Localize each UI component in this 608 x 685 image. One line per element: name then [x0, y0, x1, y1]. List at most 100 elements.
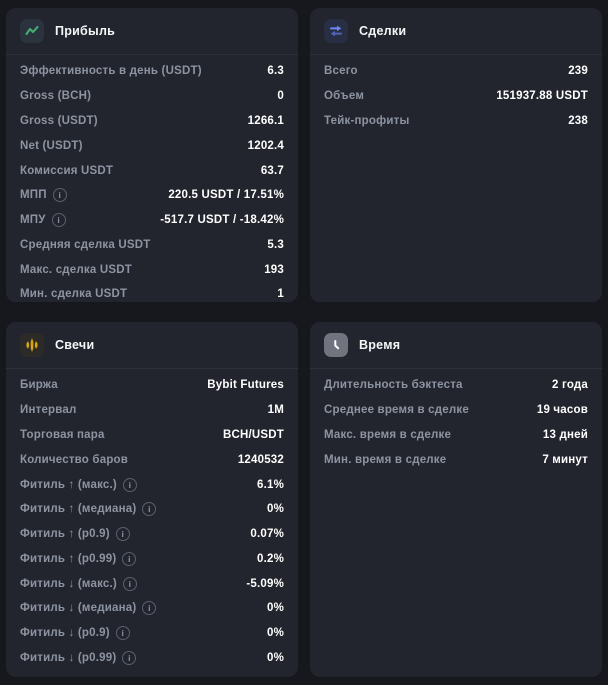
swap-arrows-icon — [324, 19, 348, 43]
stat-value: 6.3 — [267, 65, 284, 78]
stat-label: Эффективность в день (USDT) — [20, 65, 202, 78]
stat-label: Фитиль ↑ (p0.9) i — [20, 527, 130, 542]
stat-value: Bybit Futures — [207, 379, 284, 392]
card-profit: Прибыль Эффективность в день (USDT) 6.3 Gr… — [6, 8, 298, 302]
info-icon[interactable]: i — [51, 213, 66, 228]
stat-value: 193 — [264, 263, 284, 276]
stat-row: Объем 151937.88 USDT — [310, 84, 602, 109]
stat-value: 1266.1 — [247, 114, 284, 127]
card-title: Прибыль — [55, 24, 116, 38]
stat-label: Фитиль ↓ (медиана) i — [20, 601, 157, 616]
stat-label: Фитиль ↑ (p0.99) i — [20, 551, 137, 566]
stat-row: Мин. сделка USDT 1 — [6, 282, 298, 302]
stat-row: Gross (USDT) 1266.1 — [6, 109, 298, 134]
stat-row: Биржа Bybit Futures — [6, 373, 298, 398]
stat-label: Макс. сделка USDT — [20, 263, 132, 276]
info-icon[interactable]: i — [122, 551, 137, 566]
stat-row: Мин. время в сделке 7 минут — [310, 447, 602, 472]
stat-value: -517.7 USDT / -18.42% — [160, 214, 284, 227]
stat-value: 13 дней — [542, 428, 588, 441]
stat-row: Количество баров 1240532 — [6, 447, 298, 472]
stat-label: Net (USDT) — [20, 139, 83, 152]
info-icon[interactable]: i — [122, 576, 137, 591]
stat-row: Среднее время в сделке 19 часов — [310, 398, 602, 423]
card-trades-rows: Всего 239 Объем 151937.88 USDT Тейк-профиты 2… — [310, 55, 602, 302]
stat-value: 0.2% — [256, 552, 284, 565]
card-title: Сделки — [359, 24, 407, 38]
stat-value: 0% — [266, 627, 284, 640]
stat-label: Фитиль ↓ (p0.99) i — [20, 650, 137, 665]
info-icon[interactable]: i — [52, 188, 67, 203]
stat-label: Мин. время в сделке — [324, 453, 447, 466]
chart-line-icon — [20, 19, 44, 43]
card-time-header: Время — [310, 322, 602, 369]
stat-label: Gross (USDT) — [20, 114, 98, 127]
stat-label: Средняя сделка USDT — [20, 238, 151, 251]
stat-label: Среднее время в сделке — [324, 404, 469, 417]
stat-row: Фитиль ↑ (p0.9) i 0.07% — [6, 522, 298, 547]
candlestick-icon — [20, 333, 44, 357]
stat-label: Макс. время в сделке — [324, 428, 452, 441]
card-time-rows: Длительность бэктеста 2 года Среднее время… — [310, 369, 602, 677]
info-icon[interactable]: i — [115, 527, 130, 542]
stat-row: Фитиль ↑ (p0.99) i 0.2% — [6, 546, 298, 571]
card-candles-header: Свечи — [6, 322, 298, 369]
stat-row: Фитиль ↓ (медиана) i 0% — [6, 596, 298, 621]
stat-value: 6.1% — [256, 478, 284, 491]
stat-value: 2 года — [552, 379, 588, 392]
stat-value: 238 — [568, 114, 588, 127]
stat-value: 151937.88 USDT — [496, 90, 588, 103]
stat-label: Тейк-профиты — [324, 114, 410, 127]
stat-row: Эффективность в день (USDT) 6.3 — [6, 59, 298, 84]
stat-row: Макс. время в сделке 13 дней — [310, 423, 602, 448]
card-profit-rows: Эффективность в день (USDT) 6.3 Gross (BCH… — [6, 55, 298, 302]
stat-value: -5.09% — [246, 577, 284, 590]
stat-label: Фитиль ↓ (p0.9) i — [20, 626, 130, 641]
stat-row: Фитиль ↓ (p0.99) i 0% — [6, 646, 298, 671]
stat-value: 239 — [568, 65, 588, 78]
stat-row: МПП i 220.5 USDT / 17.51% — [6, 183, 298, 208]
info-icon[interactable]: i — [142, 601, 157, 616]
stat-label: Фитиль ↑ (макс.) i — [20, 477, 137, 492]
stat-label: Всего — [324, 65, 358, 78]
stat-label: Длительность бэктеста — [324, 379, 463, 392]
stat-value: 1240532 — [237, 453, 284, 466]
stat-row: Фитиль ↓ (p0.9) i 0% — [6, 621, 298, 646]
stat-row: Средняя сделка USDT 5.3 — [6, 232, 298, 257]
card-candles-rows: Биржа Bybit Futures Интервал 1M Торговая пар… — [6, 369, 298, 677]
stat-row: Gross (BCH) 0 — [6, 84, 298, 109]
card-title: Время — [359, 338, 401, 352]
stat-label: Интервал — [20, 404, 77, 417]
stat-label: Биржа — [20, 379, 58, 392]
stat-row: Фитиль ↑ (макс.) i 6.1% — [6, 472, 298, 497]
info-icon[interactable]: i — [142, 502, 157, 517]
info-icon[interactable]: i — [115, 626, 130, 641]
info-icon[interactable]: i — [122, 650, 137, 665]
stat-value: 0% — [266, 503, 284, 516]
stat-row: Фитиль ↑ (медиана) i 0% — [6, 497, 298, 522]
card-time: Время Длительность бэктеста 2 года Среднее… — [310, 322, 602, 677]
stat-label: Мин. сделка USDT — [20, 288, 128, 301]
stat-label: Фитиль ↑ (медиана) i — [20, 502, 157, 517]
stat-label: Торговая пара — [20, 428, 105, 441]
card-trades-header: Сделки — [310, 8, 602, 55]
stat-value: BCH/USDT — [222, 428, 284, 441]
info-icon[interactable]: i — [122, 477, 137, 492]
stat-label: МПУ i — [20, 213, 66, 228]
stat-value: 63.7 — [260, 164, 284, 177]
stat-value: 0 — [277, 90, 284, 103]
stat-label: МПП i — [20, 188, 67, 203]
stat-label: Комиссия USDT — [20, 164, 114, 177]
clock-icon — [324, 333, 348, 357]
stat-value: 5.3 — [267, 238, 284, 251]
stat-value: 1M — [267, 404, 284, 417]
stat-row: Фитиль ↓ (макс.) i -5.09% — [6, 571, 298, 596]
stat-value: 0% — [266, 602, 284, 615]
stat-label: Количество баров — [20, 453, 129, 466]
stat-row: Макс. сделка USDT 193 — [6, 257, 298, 282]
stat-value: 220.5 USDT / 17.51% — [168, 189, 284, 202]
card-profit-header: Прибыль — [6, 8, 298, 55]
stat-row: Комиссия USDT 63.7 — [6, 158, 298, 183]
stat-value: 0% — [266, 651, 284, 664]
